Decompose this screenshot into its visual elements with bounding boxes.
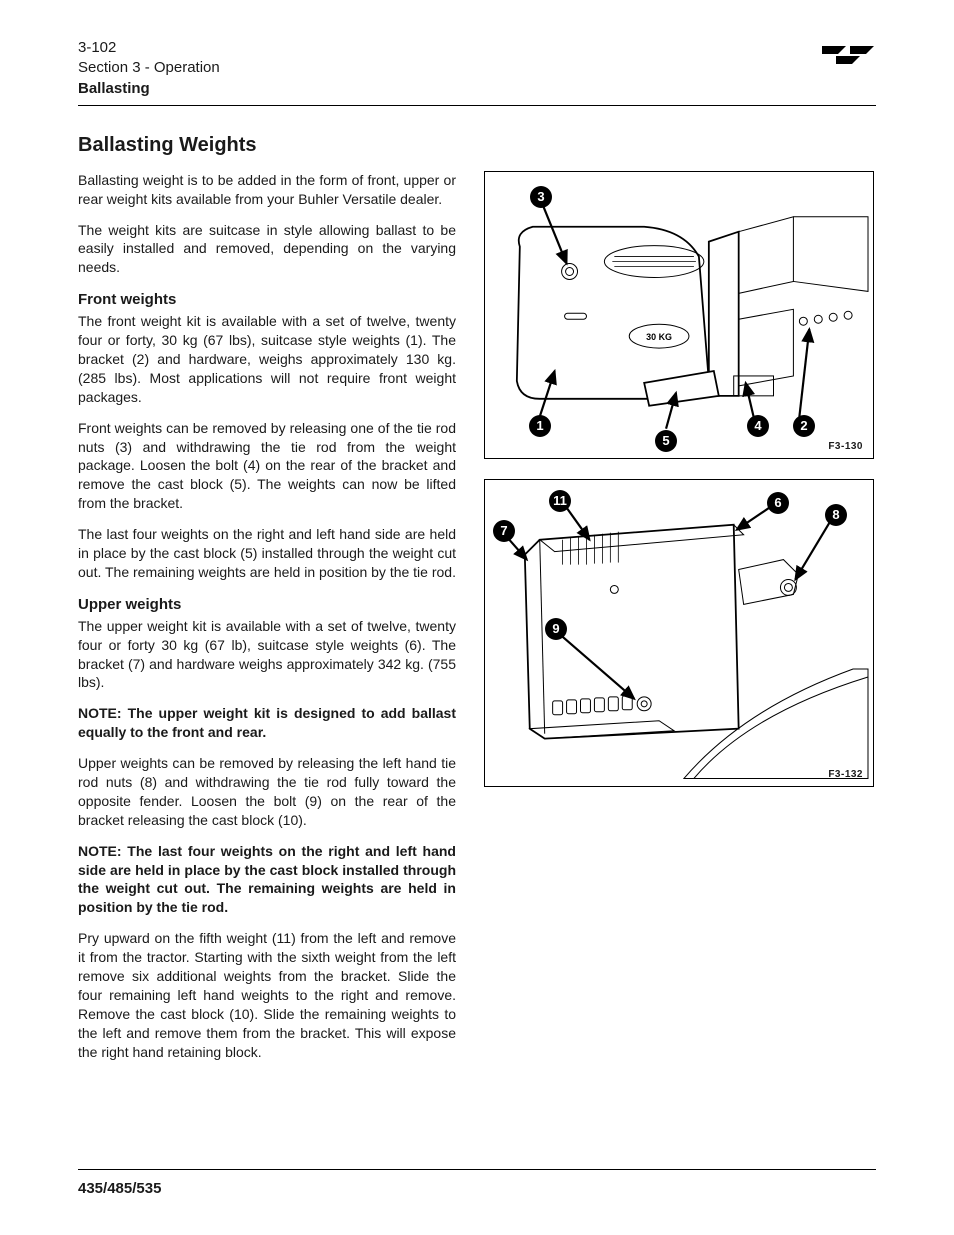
footer-rule: [78, 1169, 876, 1170]
section-line: Section 3 - Operation: [78, 58, 220, 78]
upper-p3: Pry upward on the fifth weight (11) from…: [78, 929, 456, 1061]
main-heading: Ballasting Weights: [78, 134, 876, 157]
intro-p2: The weight kits are suitcase in style al…: [78, 221, 456, 278]
front-p1: The front weight kit is available with a…: [78, 312, 456, 406]
callout-11: 11: [549, 490, 571, 512]
figure-f3-132: 11 6 8 7 9 F3-132: [484, 479, 874, 787]
page-footer: 435/485/535: [78, 1169, 876, 1197]
upper-heading: Upper weights: [78, 596, 456, 613]
front-p3: The last four weights on the right and l…: [78, 525, 456, 582]
intro-p1: Ballasting weight is to be added in the …: [78, 171, 456, 209]
callout-4: 4: [747, 415, 769, 437]
callout-7: 7: [493, 520, 515, 542]
figure-f3-130: 30 KG: [484, 171, 874, 459]
page-number: 3-102: [78, 38, 220, 58]
weight-label: 30 KG: [646, 332, 672, 342]
figure1-label: F3-130: [828, 441, 863, 452]
front-heading: Front weights: [78, 291, 456, 308]
text-column: Ballasting weight is to be added in the …: [78, 171, 456, 1074]
front-p2: Front weights can be removed by releasin…: [78, 419, 456, 513]
figure2-art: [485, 480, 873, 786]
callout-8: 8: [825, 504, 847, 526]
footer-models: 435/485/535: [78, 1180, 876, 1197]
upper-note1: NOTE: The upper weight kit is designed t…: [78, 704, 456, 742]
subsection-line: Ballasting: [78, 79, 220, 99]
header-rule: [78, 105, 876, 106]
brand-logo-icon: [820, 38, 876, 73]
header-text: 3-102 Section 3 - Operation Ballasting: [78, 38, 220, 99]
upper-p1: The upper weight kit is available with a…: [78, 617, 456, 693]
upper-p2: Upper weights can be removed by releasin…: [78, 754, 456, 830]
callout-1: 1: [529, 415, 551, 437]
figure-column: 30 KG: [484, 171, 874, 1074]
upper-note2: NOTE: The last four weights on the right…: [78, 842, 456, 918]
callout-5: 5: [655, 430, 677, 452]
callout-9: 9: [545, 618, 567, 640]
figure2-label: F3-132: [828, 769, 863, 780]
callout-2: 2: [793, 415, 815, 437]
page-header: 3-102 Section 3 - Operation Ballasting: [78, 38, 876, 99]
callout-3: 3: [530, 186, 552, 208]
callout-6: 6: [767, 492, 789, 514]
